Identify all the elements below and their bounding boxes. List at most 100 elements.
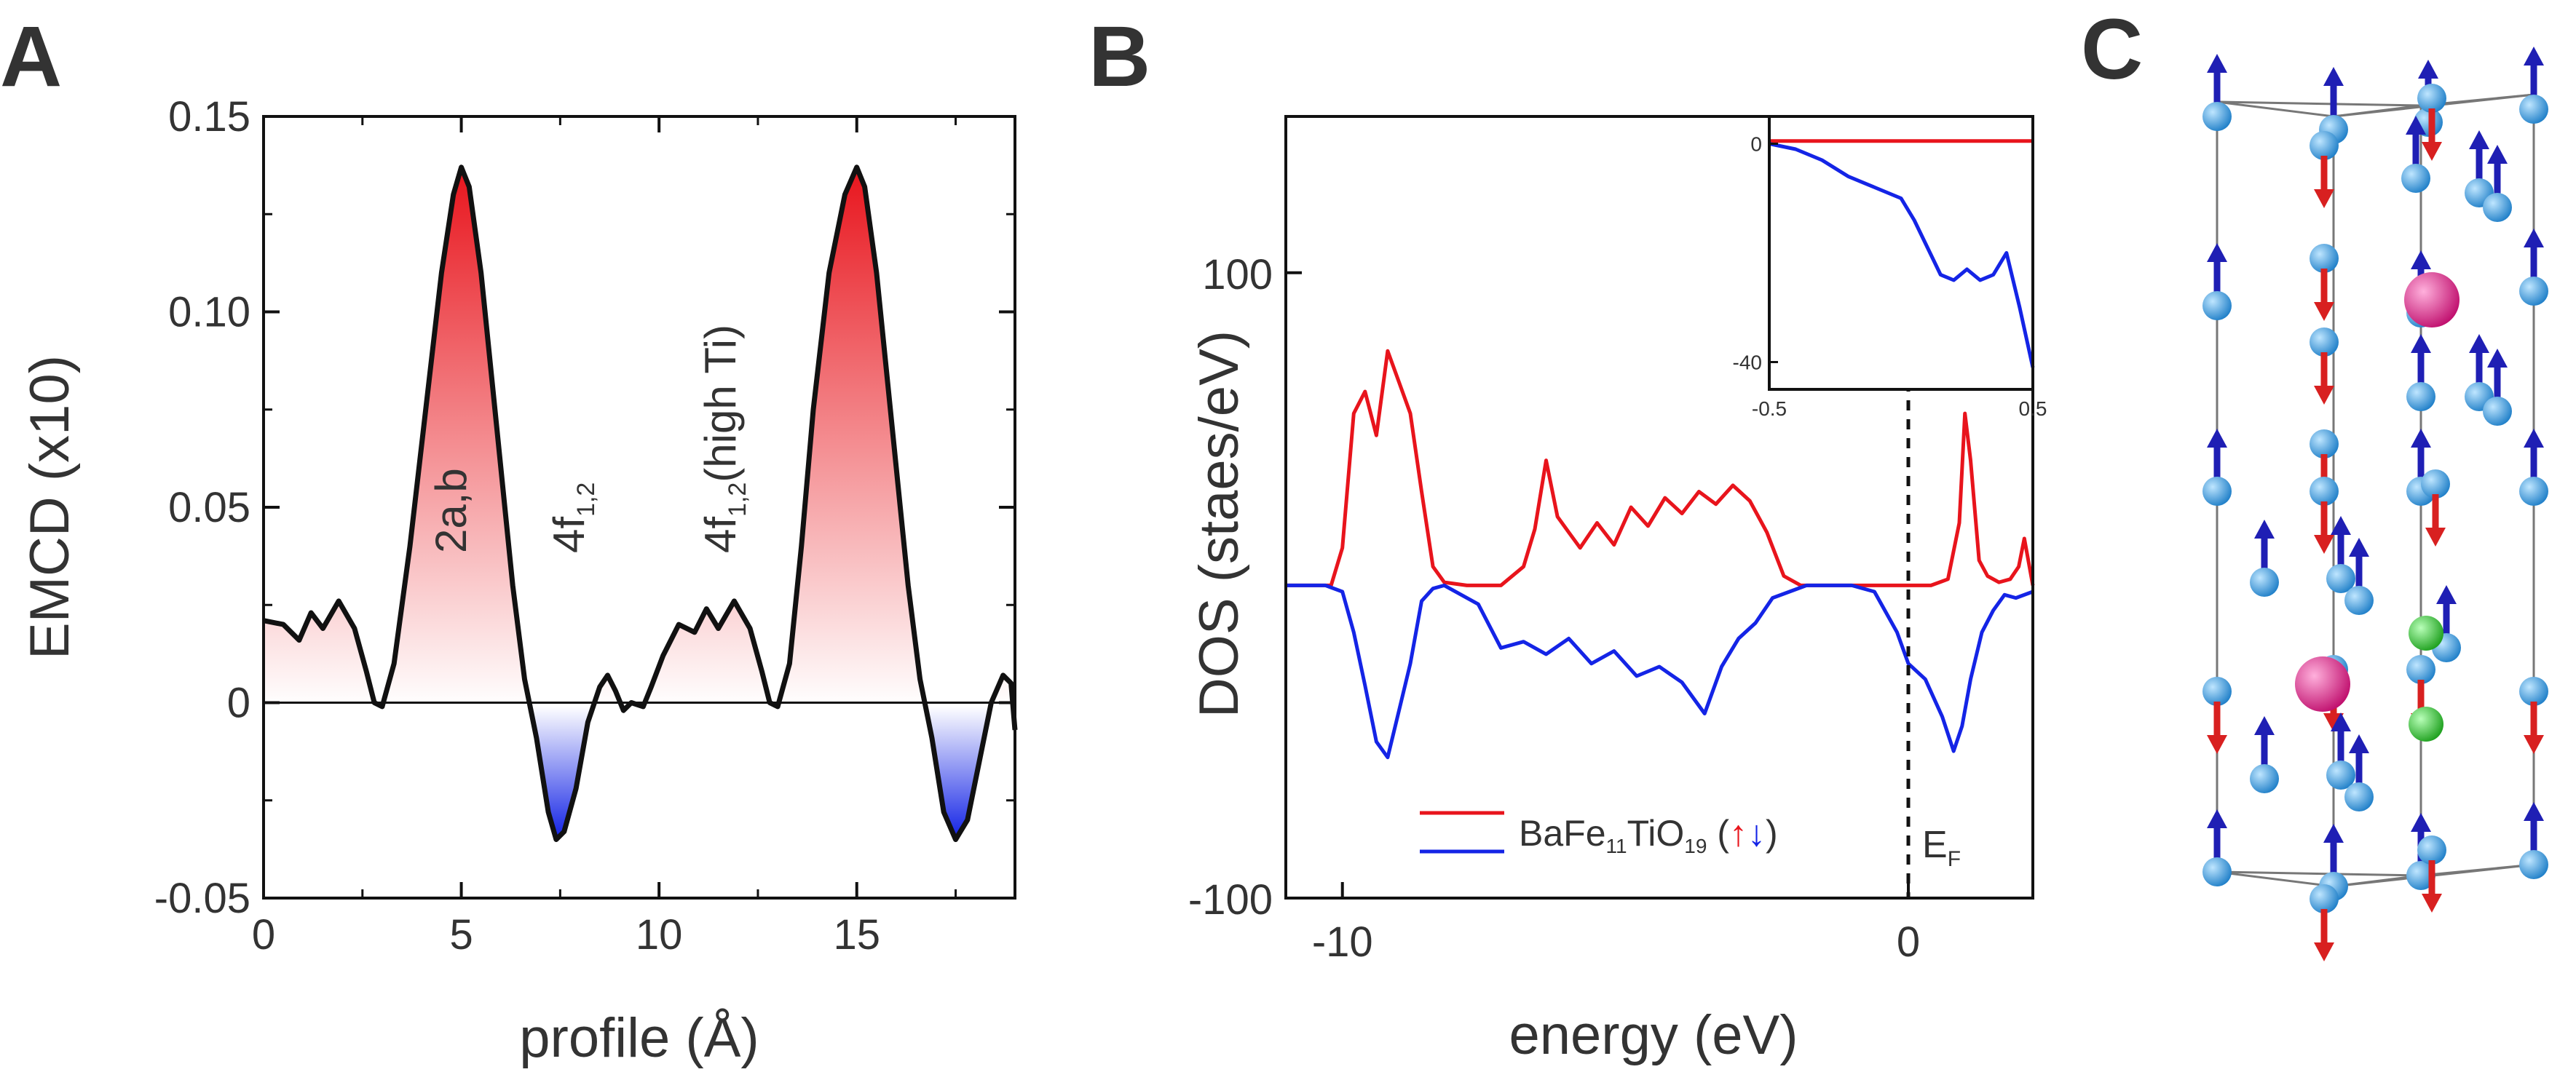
spin-up-arrow-head	[2524, 429, 2544, 448]
spin-down-arrow-head	[2425, 528, 2446, 547]
spin-down-arrow-head	[2314, 302, 2334, 321]
legend-sub1: 11	[1606, 835, 1627, 857]
y-tick-label: 0.15	[168, 93, 250, 140]
inset-x-tick-label: 0.5	[2019, 397, 2047, 420]
spin-up-arrow-head	[2418, 60, 2438, 79]
y-tick-label: 0	[227, 680, 250, 727]
fe-atom	[2202, 857, 2232, 886]
inset-ticks: -0.5 0.5 0 -40	[1733, 133, 2047, 421]
spin-up-arrow-head	[2349, 538, 2369, 557]
x-tick-label: 10	[636, 911, 683, 958]
x-tick-label: 0	[252, 911, 275, 958]
spin-down-arrow-head	[2314, 535, 2334, 554]
fe-atom	[2519, 850, 2548, 879]
negative-area	[381, 706, 1015, 840]
spin-up-arrow-head	[2487, 349, 2508, 368]
legend-prefix: BaFe	[1519, 813, 1606, 854]
spin-up-arrow-head	[2524, 229, 2544, 247]
y-tick-label: -0.05	[154, 875, 250, 922]
panel-letter-c: C	[2081, 1, 2143, 98]
fe-atom	[2202, 102, 2232, 131]
fe-atom	[2406, 861, 2435, 890]
y-axis-label: EMCD (x10)	[19, 355, 81, 659]
ti-atom	[2409, 616, 2443, 651]
atoms	[2202, 47, 2548, 961]
spin-down-arrow-head	[2314, 189, 2334, 208]
inset-frame	[1768, 115, 2034, 391]
y-tick-label: 0.10	[168, 289, 250, 336]
fermi-label-text: E	[1922, 824, 1948, 866]
fe-atom	[2310, 429, 2339, 458]
spin-down-arrow-head	[2314, 942, 2334, 961]
spin-up-arrow-head	[2207, 243, 2227, 262]
x-tick-label-b: -10	[1312, 918, 1373, 966]
spin-down-arrow-head	[2422, 142, 2442, 161]
panel-letter-a: A	[0, 9, 62, 105]
annotation-2ab-text: 2a,b	[427, 468, 475, 553]
emcd-profile-line	[263, 164, 1018, 842]
spin-up-arrow-head	[2469, 130, 2489, 149]
legend-open: (	[1707, 813, 1729, 854]
fe-atom	[2519, 477, 2548, 506]
fe-atom	[2310, 477, 2339, 506]
x-ticks: 0 5 10 15	[252, 116, 957, 958]
spin-up-arrow-head	[2349, 734, 2369, 753]
legend-sub2: 19	[1684, 835, 1707, 857]
inset-y-tick-label: -40	[1733, 352, 1762, 374]
fe-atom	[2519, 95, 2548, 124]
spin-up-arrow-head	[2487, 145, 2508, 164]
fe-atom	[2519, 277, 2548, 306]
spin-up-arrow-head	[2207, 429, 2227, 448]
x-ticks-b: -10 0	[1312, 882, 1920, 966]
fe-atom	[2310, 327, 2339, 357]
spin-up-arrow-head	[2323, 824, 2344, 843]
fe-atom	[2406, 655, 2435, 684]
ba-atom	[2404, 272, 2460, 327]
y-tick-label-b: 100	[1202, 251, 1273, 298]
fermi-label: EF	[1922, 824, 1961, 871]
annotation-4f12-high-ti-sub: 1,2	[724, 483, 751, 517]
spin-up-arrow-head	[2411, 429, 2431, 448]
y-tick-label-b: -100	[1188, 876, 1273, 924]
dos-spin-down-line	[1286, 583, 2034, 760]
legend-up-arrow: ↑	[1729, 813, 1747, 854]
legend-mid: TiO	[1627, 813, 1685, 854]
y-ticks-b: -100 100	[1188, 251, 1302, 924]
spin-up-arrow-head	[2331, 712, 2351, 731]
x-axis-label-b: energy (eV)	[1509, 1004, 1798, 1066]
spin-down-arrow-head	[2314, 386, 2334, 405]
legend-down-arrow: ↓	[1747, 813, 1766, 854]
fe-atom	[2202, 291, 2232, 320]
cell-edge	[2216, 100, 2334, 118]
annotation-4f12: 4f1,2	[545, 483, 600, 553]
fe-atom	[2417, 835, 2446, 865]
fe-atom	[2417, 84, 2446, 113]
fe-atom	[2519, 677, 2548, 706]
inset-x-tick-label: -0.5	[1752, 397, 1787, 420]
legend-label: BaFe11TiO19 (↑↓)	[1519, 813, 1778, 857]
x-tick-label: 15	[833, 911, 880, 958]
cell-edge	[2216, 100, 2422, 107]
spin-up-arrow-head	[2524, 47, 2544, 65]
inset-background	[1769, 116, 2033, 389]
x-tick-label: 5	[449, 911, 473, 958]
fe-atom	[2483, 397, 2512, 426]
annotation-4f12-sub: 1,2	[572, 483, 600, 517]
spin-up-arrow-head	[2406, 116, 2426, 135]
spin-up-arrow-head	[2323, 67, 2344, 86]
fe-atom	[2326, 761, 2355, 790]
fe-atom	[2326, 564, 2355, 593]
panel-c-crystal-structure	[2202, 47, 2548, 961]
annotation-2ab: 2a,b	[427, 468, 475, 553]
x-tick-label-b: 0	[1897, 918, 1920, 966]
cell-edge	[2216, 870, 2334, 888]
spin-up-arrow-head	[2524, 802, 2544, 821]
plot-frame-b	[1284, 115, 2034, 900]
spin-down-arrow-head	[2524, 735, 2544, 754]
fe-atom	[2250, 568, 2279, 597]
spin-up-arrow-head	[2254, 520, 2275, 539]
y-axis-label-b: DOS (staes/eV)	[1188, 330, 1250, 718]
fe-atom	[2401, 164, 2430, 193]
